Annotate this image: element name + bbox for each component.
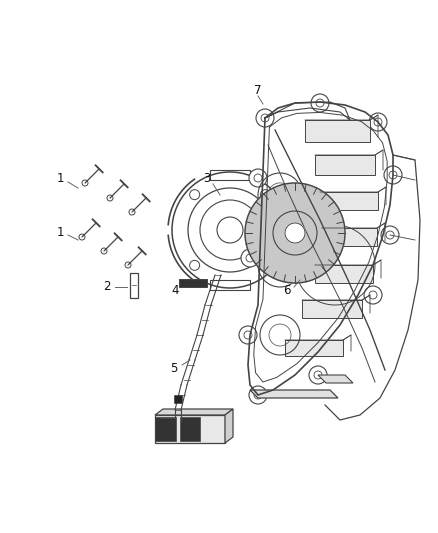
Text: 1: 1 bbox=[56, 225, 64, 238]
Bar bbox=[130, 272, 138, 297]
Text: 6: 6 bbox=[283, 284, 291, 296]
Bar bbox=[322, 228, 377, 246]
Bar bbox=[305, 120, 370, 142]
Bar bbox=[285, 340, 343, 356]
Circle shape bbox=[256, 109, 274, 127]
Bar bbox=[320, 192, 378, 210]
Circle shape bbox=[381, 226, 399, 244]
Circle shape bbox=[245, 183, 345, 283]
Polygon shape bbox=[318, 375, 353, 383]
Bar bbox=[315, 155, 375, 175]
Circle shape bbox=[309, 366, 327, 384]
Circle shape bbox=[384, 166, 402, 184]
Text: 5: 5 bbox=[170, 361, 178, 375]
Bar bbox=[179, 279, 207, 287]
Bar bbox=[302, 300, 362, 318]
Text: 3: 3 bbox=[203, 172, 211, 184]
Circle shape bbox=[364, 286, 382, 304]
Bar bbox=[174, 395, 182, 403]
Circle shape bbox=[239, 326, 257, 344]
Bar bbox=[315, 265, 373, 283]
Circle shape bbox=[311, 94, 329, 112]
Text: 4: 4 bbox=[171, 284, 179, 296]
Circle shape bbox=[285, 223, 305, 243]
Bar bbox=[155, 417, 177, 441]
Circle shape bbox=[249, 386, 267, 404]
Circle shape bbox=[241, 249, 259, 267]
Text: 7: 7 bbox=[254, 84, 262, 96]
Circle shape bbox=[249, 169, 267, 187]
Text: 2: 2 bbox=[103, 280, 111, 294]
Bar bbox=[180, 417, 200, 441]
Bar bbox=[155, 415, 225, 443]
Polygon shape bbox=[225, 409, 233, 443]
Text: 1: 1 bbox=[56, 172, 64, 184]
Polygon shape bbox=[155, 409, 233, 415]
Circle shape bbox=[369, 113, 387, 131]
Polygon shape bbox=[250, 390, 338, 398]
